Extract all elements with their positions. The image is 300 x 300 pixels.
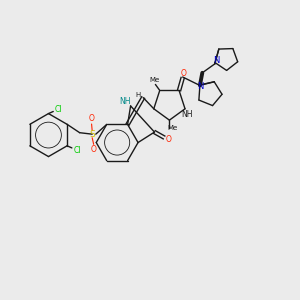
- Text: N: N: [197, 82, 203, 91]
- Text: S: S: [89, 130, 95, 139]
- Text: O: O: [88, 114, 94, 123]
- Text: NH: NH: [119, 97, 131, 106]
- Text: Me: Me: [149, 77, 159, 83]
- Text: Me: Me: [168, 124, 178, 130]
- Text: O: O: [91, 145, 97, 154]
- Text: Cl: Cl: [55, 105, 62, 114]
- Text: O: O: [181, 69, 187, 78]
- Text: Cl: Cl: [73, 146, 81, 154]
- Text: H: H: [135, 92, 140, 98]
- Text: O: O: [165, 135, 171, 144]
- Text: N: N: [213, 56, 219, 65]
- Text: NH: NH: [181, 110, 192, 119]
